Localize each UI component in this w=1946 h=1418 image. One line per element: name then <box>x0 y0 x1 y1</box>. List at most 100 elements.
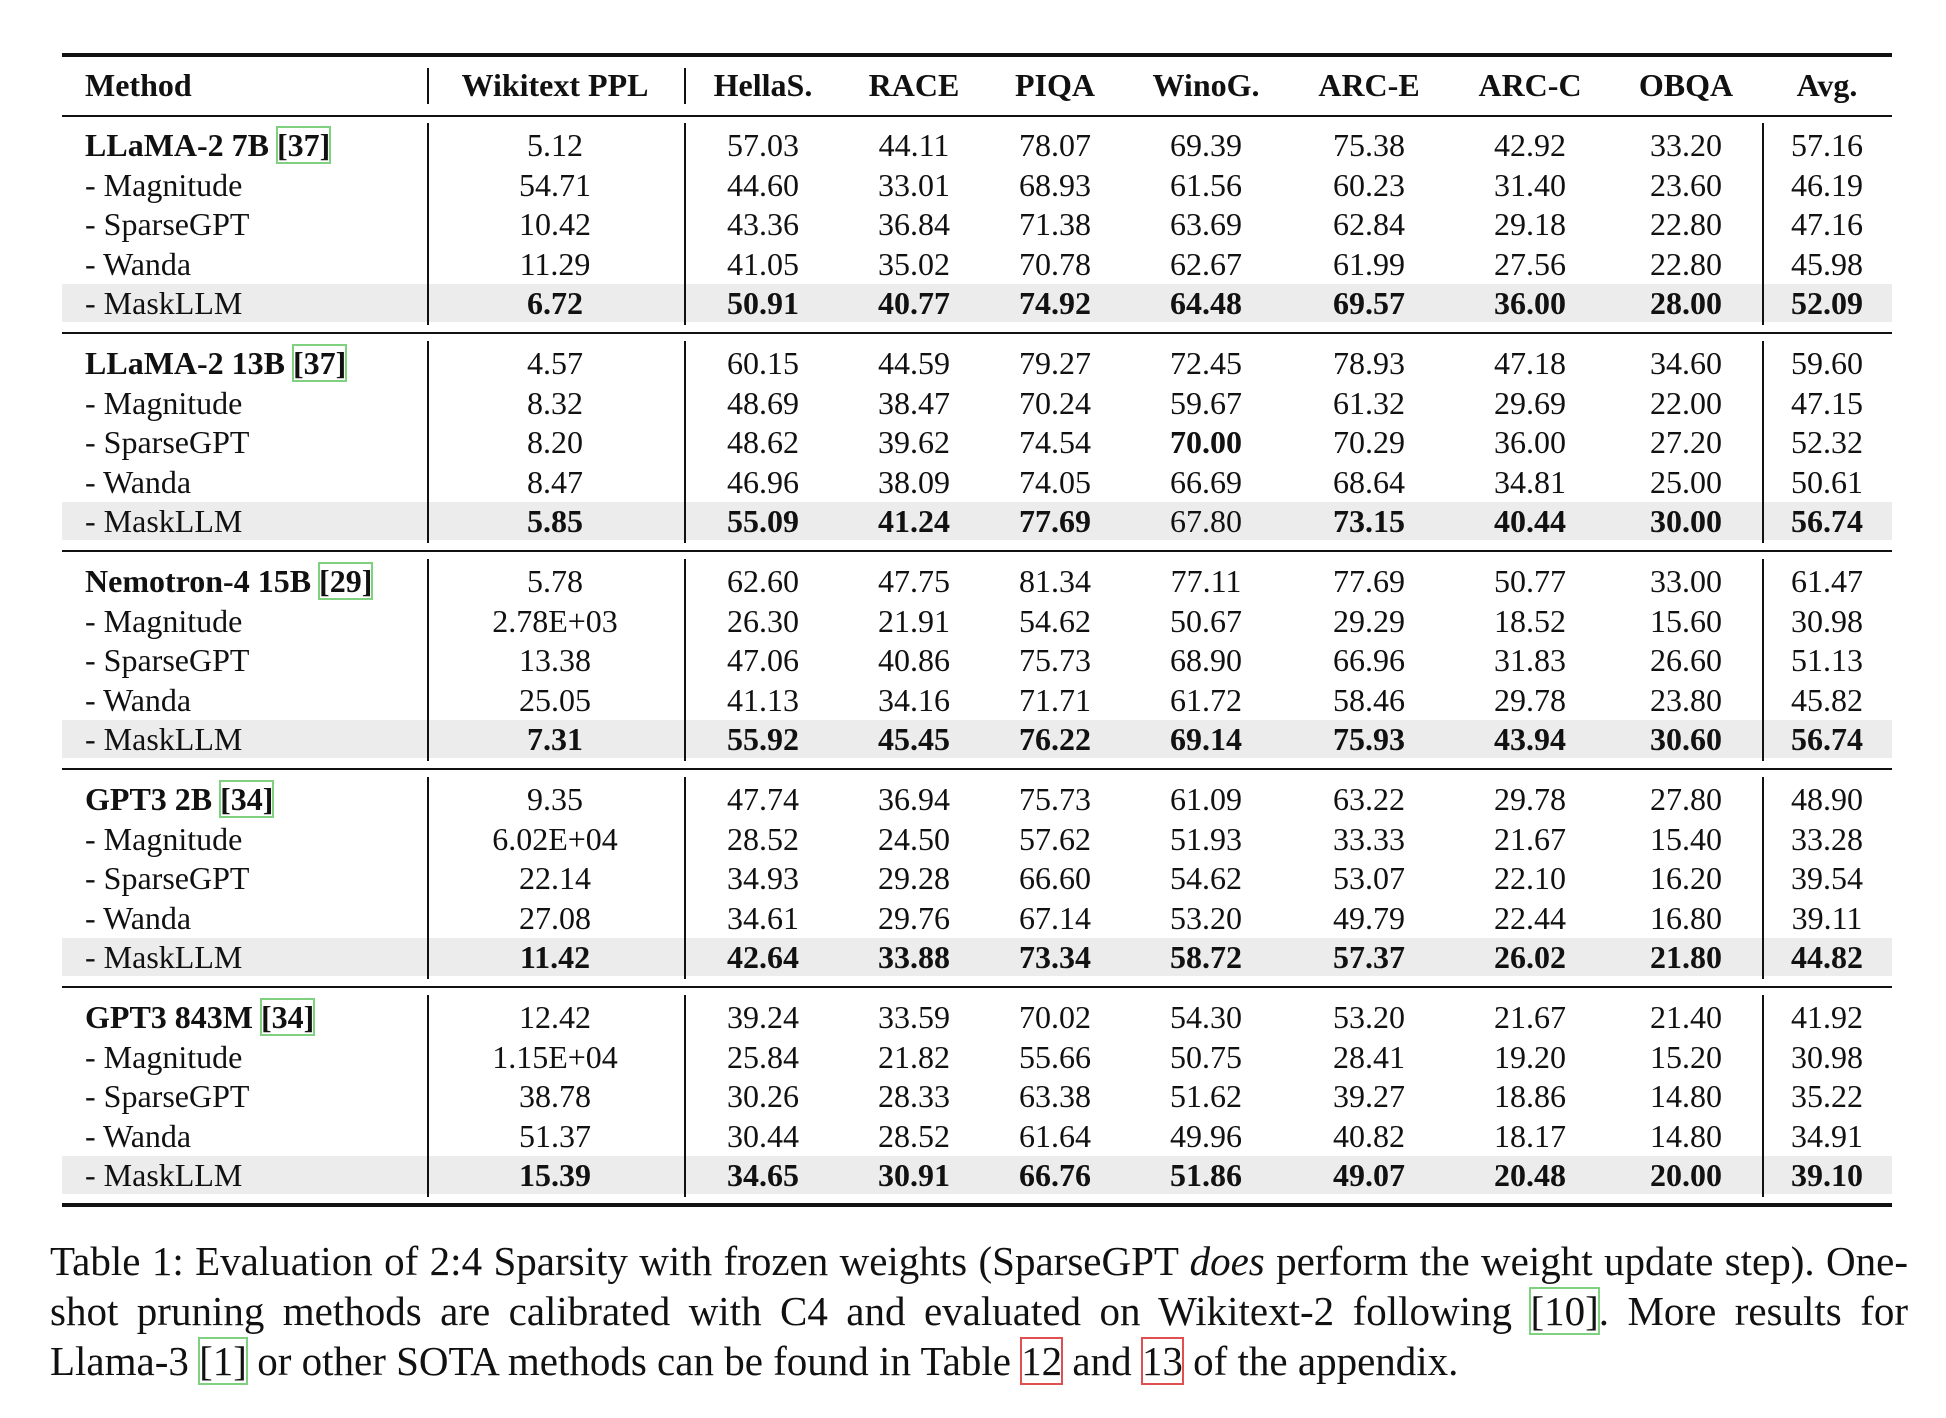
value-cell: 62.84 <box>1333 206 1405 242</box>
value-cell: 16.20 <box>1650 860 1722 896</box>
value-cell: 77.11 <box>1170 563 1242 599</box>
value-cell: 70.24 <box>1019 384 1091 421</box>
column-divider <box>427 995 429 1197</box>
method-name: - MaskLLM <box>85 503 243 539</box>
value-cell: 48.69 <box>727 384 799 421</box>
value-cell: 28.00 <box>1650 285 1722 321</box>
value-cell: 22.80 <box>1650 206 1722 242</box>
value-cell: 39.10 <box>1791 1157 1863 1193</box>
method-name: LLaMA-2 7B <box>85 127 269 163</box>
method-cell: - SparseGPT <box>85 206 249 242</box>
value-cell: 30.98 <box>1791 602 1863 639</box>
rule <box>62 1203 1892 1207</box>
value-cell: 61.99 <box>1333 245 1405 282</box>
value-cell: 20.48 <box>1494 1157 1566 1193</box>
value-cell: 22.80 <box>1650 245 1722 282</box>
space <box>269 127 277 163</box>
value-cell: 59.67 <box>1170 384 1242 421</box>
column-divider <box>427 68 429 104</box>
column-divider <box>684 559 686 761</box>
value-cell: 4.57 <box>527 345 583 381</box>
value-cell: 29.78 <box>1494 681 1566 718</box>
value-cell: 50.77 <box>1494 563 1566 599</box>
value-cell: 44.59 <box>878 345 950 381</box>
column-divider <box>1762 123 1764 325</box>
value-cell: 23.60 <box>1650 166 1722 203</box>
method-cell: - Wanda <box>85 246 191 282</box>
method-cell: - Magnitude <box>85 167 242 203</box>
value-cell: 60.23 <box>1333 166 1405 203</box>
value-cell: 38.47 <box>878 384 950 421</box>
value-cell: 66.96 <box>1333 642 1405 678</box>
value-cell: 45.45 <box>878 721 950 757</box>
caption-plain: or other SOTA methods can be found in Ta… <box>246 1338 1022 1384</box>
rule <box>62 767 1892 771</box>
column-divider <box>684 777 686 979</box>
value-cell: 21.67 <box>1494 999 1566 1035</box>
value-cell: 25.00 <box>1650 463 1722 500</box>
caption-plain: . More results for Llama-3 <box>50 1288 1908 1384</box>
space <box>253 999 261 1035</box>
column-header: Method <box>85 67 192 103</box>
value-cell: 46.96 <box>727 463 799 500</box>
value-cell: 34.91 <box>1791 1117 1863 1154</box>
value-cell: 66.60 <box>1019 860 1091 896</box>
value-cell: 34.16 <box>878 681 950 718</box>
column-divider <box>427 777 429 979</box>
space <box>285 345 293 381</box>
value-cell: 62.60 <box>727 563 799 599</box>
value-cell: 75.93 <box>1333 721 1405 757</box>
value-cell: 36.00 <box>1494 424 1566 460</box>
method-name: - Magnitude <box>85 602 243 639</box>
value-cell: 38.78 <box>519 1078 591 1114</box>
column-divider <box>1762 341 1764 543</box>
value-cell: 55.09 <box>727 503 799 539</box>
method-name: - SparseGPT <box>85 424 250 460</box>
value-cell: 50.75 <box>1170 1038 1242 1075</box>
value-cell: 29.78 <box>1494 781 1566 817</box>
value-cell: 56.74 <box>1791 721 1863 757</box>
value-cell: 78.93 <box>1333 345 1405 381</box>
value-cell: 68.90 <box>1170 642 1242 678</box>
value-cell: 5.85 <box>527 503 583 539</box>
column-divider <box>684 68 686 104</box>
column-divider <box>684 995 686 1197</box>
value-cell: 25.84 <box>727 1038 799 1075</box>
method-cell: Nemotron-4 15B [29] <box>85 562 374 600</box>
value-cell: 34.60 <box>1650 345 1722 381</box>
value-cell: 75.73 <box>1019 642 1091 678</box>
value-cell: 75.38 <box>1333 127 1405 163</box>
caption-cite: [10] <box>1529 1287 1600 1335</box>
column-divider <box>1762 777 1764 979</box>
value-cell: 29.18 <box>1494 206 1566 242</box>
value-cell: 57.62 <box>1019 820 1091 857</box>
method-name: - Magnitude <box>85 384 243 421</box>
value-cell: 33.33 <box>1333 820 1405 857</box>
value-cell: 15.39 <box>519 1157 591 1193</box>
caption: Table 1: Evaluation of 2:4 Sparsity with… <box>50 1236 1908 1386</box>
value-cell: 53.20 <box>1333 999 1405 1035</box>
value-cell: 53.20 <box>1170 899 1242 936</box>
value-cell: 49.79 <box>1333 899 1405 936</box>
value-cell: 63.69 <box>1170 206 1242 242</box>
row-highlight <box>62 1156 1892 1194</box>
value-cell: 11.42 <box>519 939 591 975</box>
row-highlight <box>62 720 1892 758</box>
value-cell: 41.13 <box>727 681 799 718</box>
column-header: RACE <box>868 67 960 103</box>
method-cell: LLaMA-2 7B [37] <box>85 126 332 164</box>
row-highlight <box>62 938 1892 976</box>
value-cell: 30.91 <box>878 1157 950 1193</box>
rule <box>62 549 1892 553</box>
value-cell: 70.29 <box>1333 424 1405 460</box>
value-cell: 12.42 <box>519 999 591 1035</box>
value-cell: 61.56 <box>1170 166 1242 203</box>
value-cell: 19.20 <box>1494 1038 1566 1075</box>
value-cell: 72.45 <box>1170 345 1242 381</box>
value-cell: 52.32 <box>1791 424 1863 460</box>
value-cell: 44.11 <box>878 127 950 163</box>
value-cell: 33.20 <box>1650 127 1722 163</box>
value-cell: 39.54 <box>1791 860 1863 896</box>
method-cell: - Wanda <box>85 900 191 936</box>
value-cell: 50.67 <box>1170 602 1242 639</box>
